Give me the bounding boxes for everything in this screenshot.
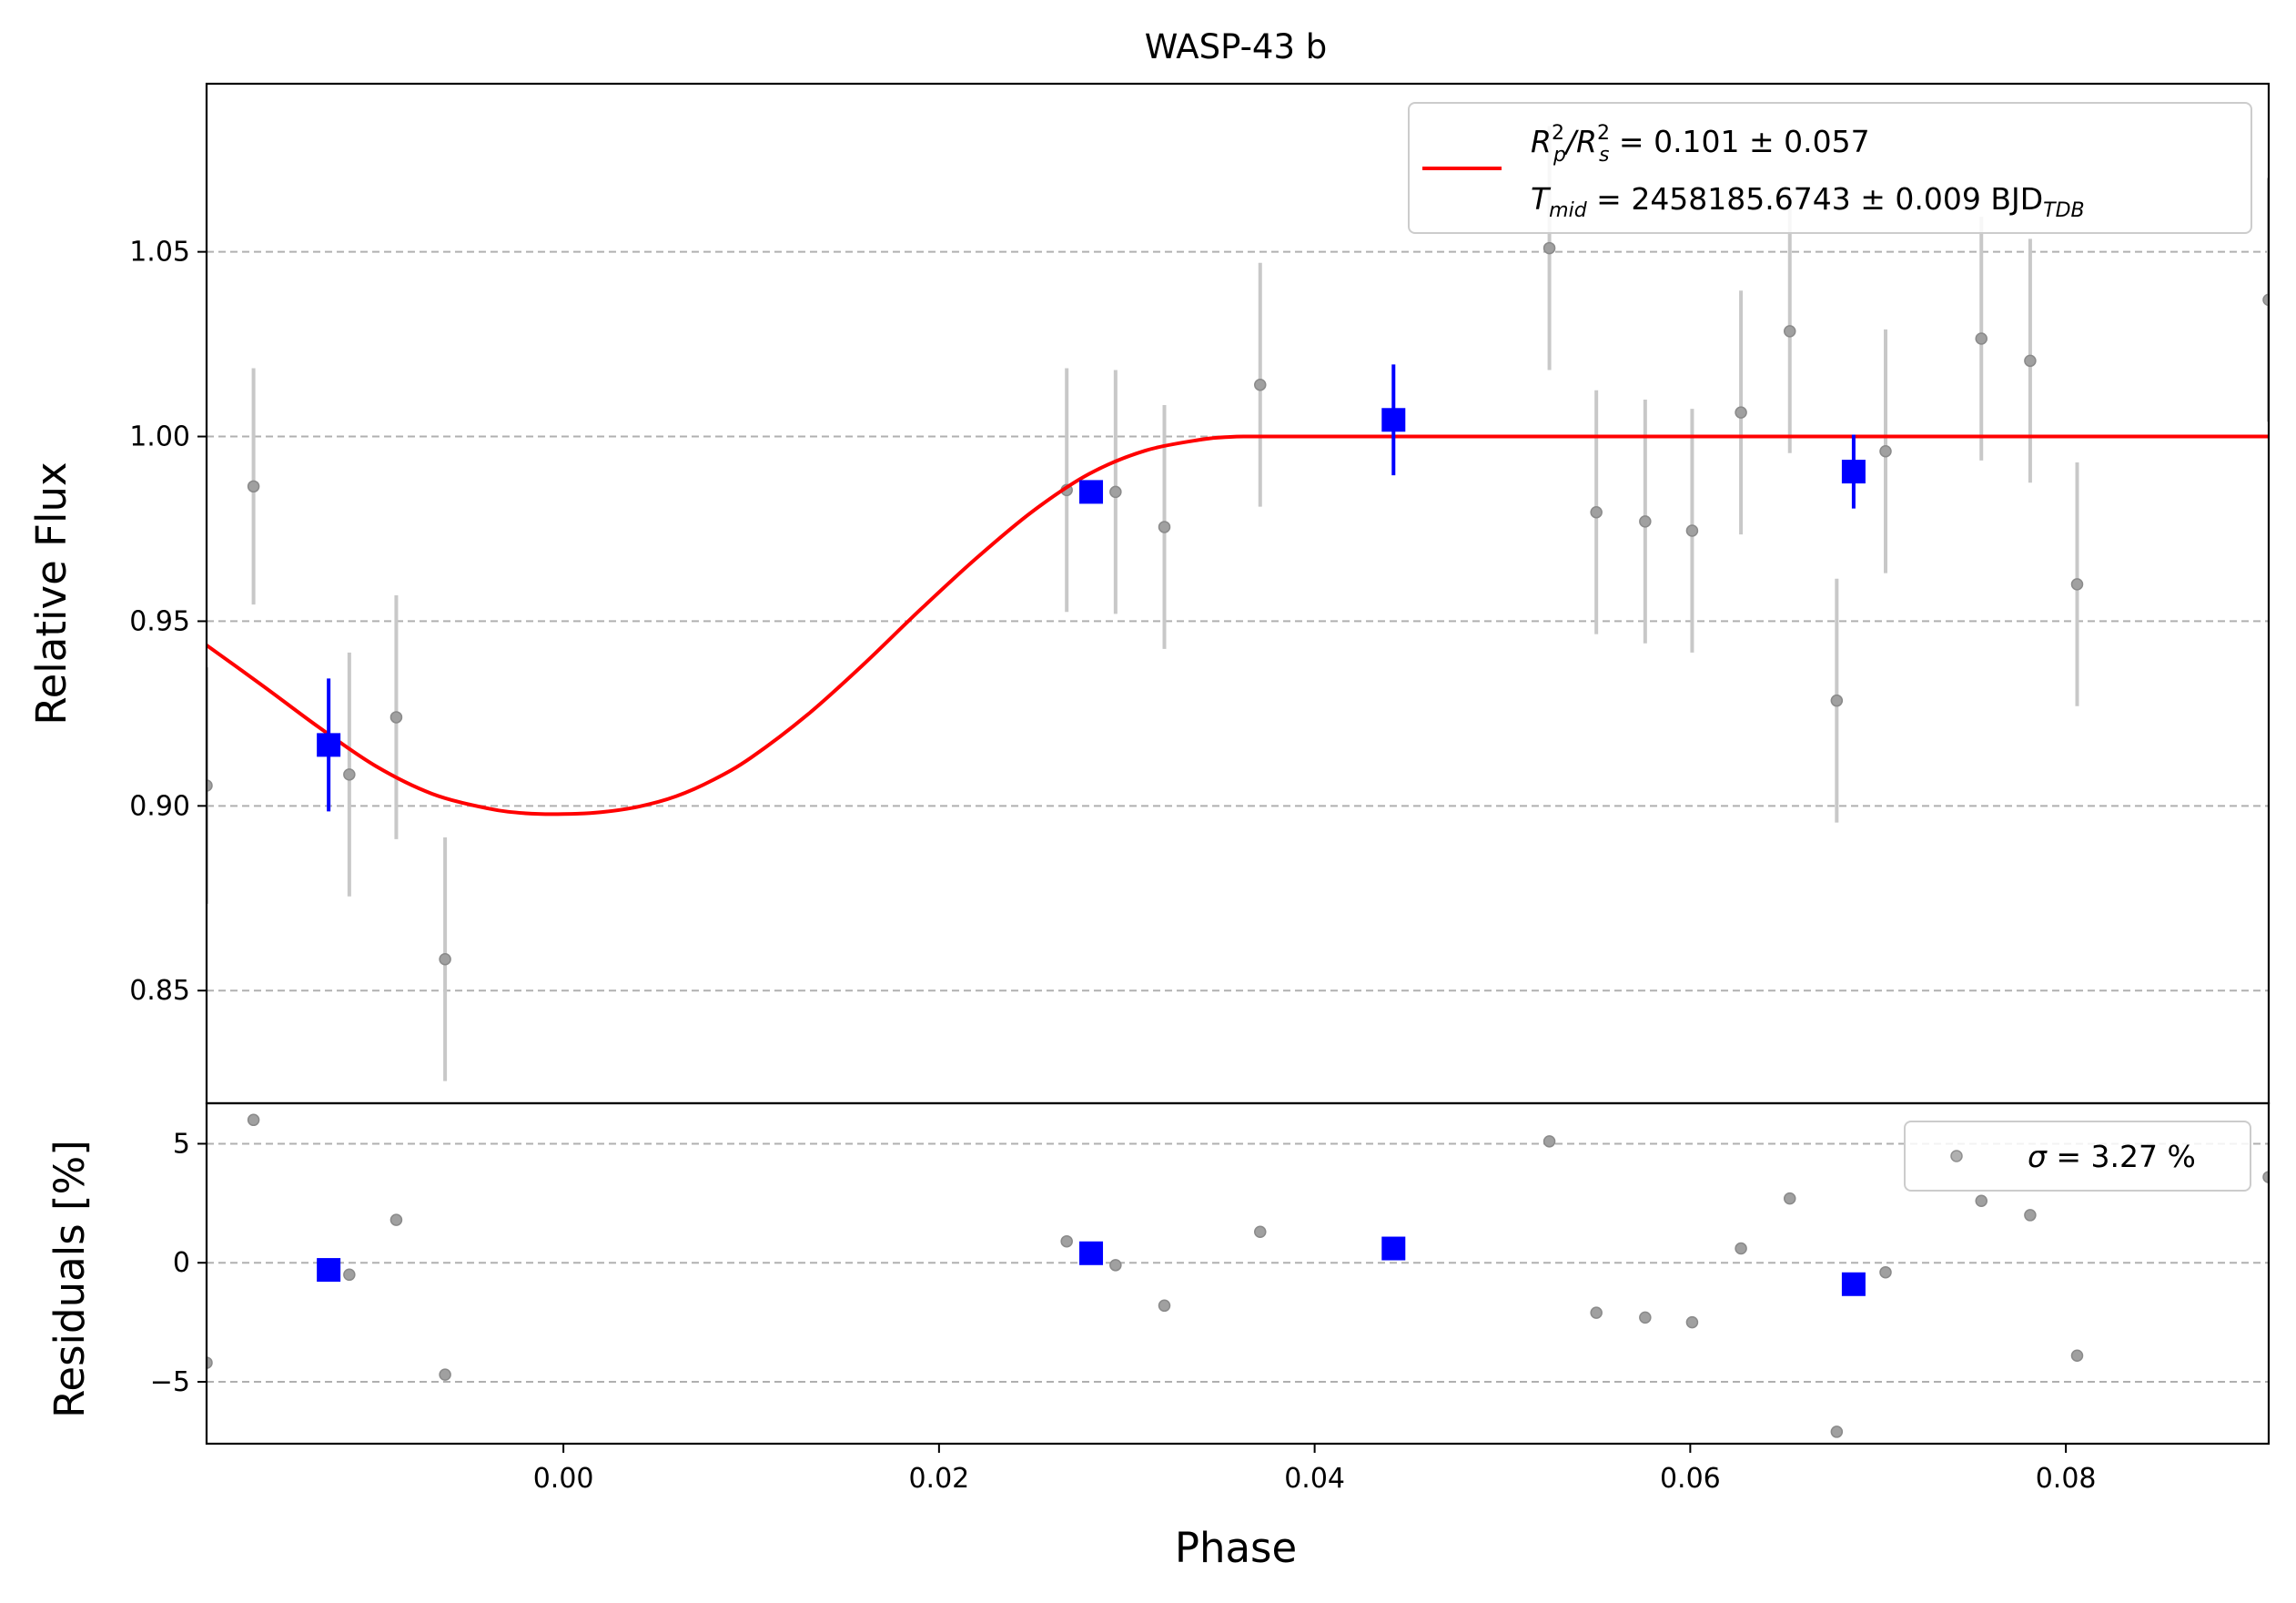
raw-point <box>1542 241 1556 255</box>
raw-point <box>1254 378 1267 391</box>
residual-point <box>343 1268 356 1282</box>
binned-point <box>1381 408 1406 432</box>
flux-y-tick-label: 0.95 <box>129 605 190 637</box>
raw-point <box>1783 325 1796 338</box>
residuals-y-ticks: −5 0 5 <box>150 1128 207 1398</box>
residual-point <box>1783 1192 1796 1205</box>
x-tick-label: 0.00 <box>533 1463 594 1495</box>
binned-residual-point <box>1381 1236 1406 1261</box>
residuals-legend-box <box>1904 1121 2251 1192</box>
x-axis-ticks: 0.00 0.02 0.04 0.06 0.08 <box>533 1444 2097 1495</box>
legend-ratio-rs: /R <box>1563 124 1597 159</box>
residuals-y-tick-label: 5 <box>173 1128 190 1160</box>
residual-point <box>1879 1265 1892 1279</box>
residual-point <box>1735 1242 1747 1255</box>
residual-point <box>1685 1315 1699 1329</box>
x-tick-label: 0.06 <box>1660 1463 1721 1495</box>
raw-point <box>1879 445 1892 458</box>
raw-point <box>1590 505 1603 519</box>
raw-point <box>2070 578 2084 591</box>
raw-point <box>1109 485 1122 499</box>
legend-tmid-sub: mid <box>1549 199 1588 222</box>
raw-point <box>1639 515 1652 528</box>
residuals-panel-frame <box>205 1101 2271 1446</box>
flux-legend: R2 p/R2 s = 0.101 ± 0.057 Tmid = 2458185.6… <box>1408 102 2252 234</box>
flux-binned-points <box>317 364 1866 812</box>
raw-point <box>389 711 403 724</box>
residual-point <box>1975 1194 1988 1207</box>
x-tick-label: 0.04 <box>1284 1463 1345 1495</box>
raw-point <box>2024 354 2037 368</box>
flux-y-ticks: 0.85 0.90 0.95 1.00 1.05 <box>129 237 207 1007</box>
binned-residual-point <box>317 1258 341 1283</box>
residuals-legend-marker <box>1950 1150 1963 1162</box>
residual-point <box>1590 1306 1603 1319</box>
residual-point <box>1158 1299 1171 1313</box>
binned-residual-point <box>1841 1272 1866 1296</box>
binned-residual-point <box>1079 1241 1104 1265</box>
legend-sigma-entry: σ = 3.27 % <box>2028 1139 2196 1174</box>
residual-point <box>2262 1171 2269 1183</box>
residuals-y-axis-label: Residuals [%] <box>46 1140 94 1418</box>
legend-ratio-sub2: s <box>1599 144 1609 167</box>
residuals-y-tick-label: −5 <box>150 1366 190 1398</box>
raw-point <box>1685 524 1699 537</box>
binned-point <box>1079 480 1104 504</box>
legend-ratio-sup2: 2 <box>1597 122 1610 145</box>
residual-point <box>1639 1311 1652 1324</box>
residuals-raw-points <box>207 1113 2269 1438</box>
raw-point <box>1735 406 1747 419</box>
binned-point <box>1841 460 1866 484</box>
binned-point <box>317 733 341 757</box>
legend-tmid-t: T <box>1531 181 1552 217</box>
legend-sigma-symbol: σ <box>2028 1139 2048 1174</box>
x-axis-label: Phase <box>1175 1524 1297 1572</box>
raw-point <box>247 480 260 493</box>
raw-point <box>1975 332 1988 345</box>
legend-tmid-entry: Tmid = 2458185.6743 ± 0.009 BJDTDB <box>1531 181 2085 222</box>
residuals-panel: −5 0 5 Residuals [%] σ = 3.27 % <box>46 1101 2271 1446</box>
flux-y-tick-label: 1.05 <box>129 237 190 269</box>
residuals-binned-points <box>317 1236 1866 1296</box>
residual-point <box>1060 1234 1073 1248</box>
legend-ratio-sup1: 2 <box>1552 122 1564 145</box>
residual-point <box>1542 1135 1556 1148</box>
raw-point <box>343 768 356 781</box>
raw-point <box>2262 293 2269 307</box>
residual-point <box>1830 1425 1844 1438</box>
legend-ratio-value: = 0.101 ± 0.057 <box>1609 124 1869 159</box>
legend-ratio-sub1: p <box>1553 144 1566 167</box>
flux-raw-points <box>207 126 2269 1081</box>
residuals-y-tick-label: 0 <box>173 1247 190 1279</box>
legend-tmid-tdb: TDB <box>2043 199 2084 222</box>
raw-point <box>1158 521 1171 533</box>
legend-sigma-value: = 3.27 % <box>2047 1139 2196 1174</box>
residual-point <box>2024 1209 2037 1222</box>
flux-y-tick-label: 1.00 <box>129 421 190 453</box>
residual-point <box>1109 1259 1122 1272</box>
residual-point <box>207 1356 213 1369</box>
flux-y-tick-label: 0.90 <box>129 790 190 822</box>
raw-point <box>207 779 213 792</box>
raw-point <box>439 952 451 966</box>
residuals-legend: σ = 3.27 % <box>1904 1121 2251 1192</box>
x-tick-label: 0.08 <box>2036 1463 2097 1495</box>
raw-point <box>1830 694 1844 707</box>
x-tick-label: 0.02 <box>908 1463 969 1495</box>
flux-legend-box <box>1408 102 2252 234</box>
residual-point <box>247 1113 260 1127</box>
residual-point <box>389 1213 403 1226</box>
residual-point <box>2070 1349 2084 1362</box>
flux-y-axis-label: Relative Flux <box>27 462 76 725</box>
chart-title: WASP-43 b <box>1145 27 1328 66</box>
legend-ratio-entry: R2 p/R2 s = 0.101 ± 0.057 <box>1531 122 1870 167</box>
residual-point <box>1254 1225 1267 1238</box>
flux-y-tick-label: 0.85 <box>129 975 190 1007</box>
legend-ratio-rp: R <box>1531 124 1552 159</box>
residual-point <box>439 1368 451 1381</box>
legend-tmid-value: = 2458185.6743 ± 0.009 BJD <box>1587 181 2043 217</box>
transit-model-curve <box>207 434 2269 817</box>
